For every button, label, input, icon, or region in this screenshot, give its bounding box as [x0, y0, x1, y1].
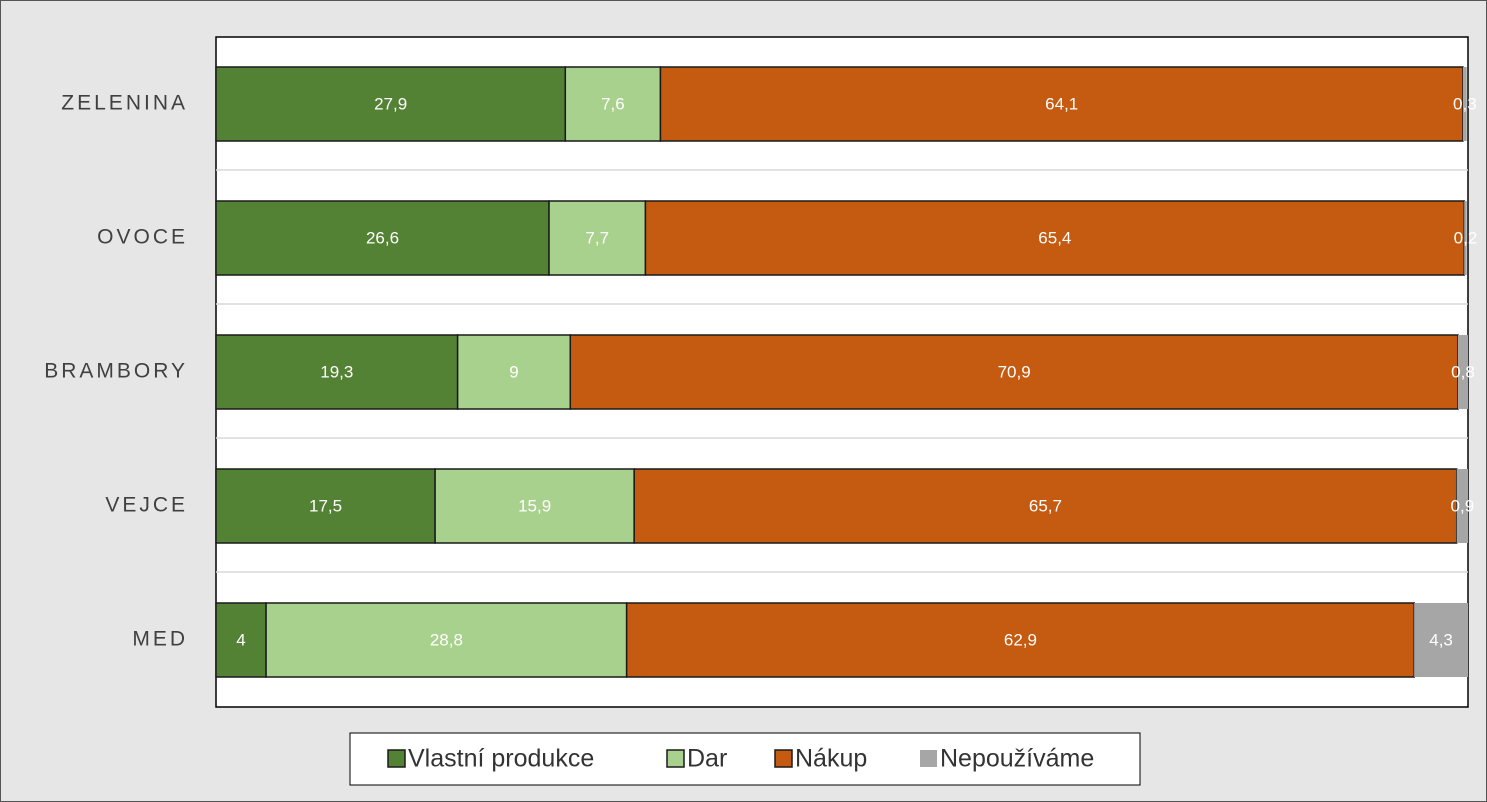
- category-label: ZELENINA: [61, 92, 188, 115]
- data-label: 65,4: [1038, 228, 1071, 247]
- category-label: VEJCE: [105, 494, 188, 517]
- data-label: 0,3: [1453, 94, 1477, 113]
- data-label: 62,9: [1004, 630, 1037, 649]
- data-label: 19,3: [320, 362, 353, 381]
- bar-segment: [1456, 469, 1468, 543]
- data-label: 65,7: [1029, 496, 1062, 515]
- bar-segment: [1464, 201, 1467, 275]
- category-label: BRAMBORY: [44, 360, 188, 383]
- data-label: 4,3: [1429, 630, 1453, 649]
- legend-label: Dar: [687, 745, 727, 773]
- bar-segment: [644, 200, 1465, 276]
- bar-segment: [215, 334, 459, 410]
- legend-swatch: [774, 749, 793, 768]
- data-label: 4: [236, 630, 245, 649]
- bar-segment: [564, 66, 662, 142]
- bar-segment: [215, 468, 436, 544]
- legend-box: [349, 732, 1141, 786]
- bar-segment: [215, 66, 567, 142]
- data-label: 27,9: [374, 94, 407, 113]
- band-separators: [216, 169, 1468, 573]
- data-label: 17,5: [309, 496, 342, 515]
- data-label: 26,6: [366, 228, 399, 247]
- data-label: 9: [509, 362, 518, 381]
- legend-label: Vlastní produkce: [408, 745, 594, 773]
- legend-swatch: [387, 749, 406, 768]
- data-label: 0,8: [1451, 362, 1475, 381]
- bar-segment: [1457, 335, 1468, 409]
- bar-segment: [215, 200, 550, 276]
- legend-label: Nákup: [795, 745, 867, 773]
- bar-segment: [569, 334, 1459, 410]
- data-label: 0,2: [1454, 228, 1478, 247]
- bar-segment: [456, 334, 572, 410]
- bar-segment: [659, 66, 1464, 142]
- category-label: MED: [132, 628, 188, 651]
- data-label: 28,8: [430, 630, 463, 649]
- data-label: 7,6: [601, 94, 625, 113]
- data-label: 15,9: [518, 496, 551, 515]
- data-label: 64,1: [1045, 94, 1078, 113]
- data-label: 7,7: [585, 228, 609, 247]
- bar-segment: [215, 602, 267, 678]
- bar-segment: [548, 200, 647, 276]
- legend-swatch: [666, 749, 685, 768]
- bar-segment: [1414, 603, 1468, 677]
- data-label: 70,9: [998, 362, 1031, 381]
- data-label: 0,9: [1451, 496, 1475, 515]
- bar-segment: [625, 602, 1415, 678]
- legend-swatch: [920, 750, 937, 767]
- bar-segment: [633, 468, 1458, 544]
- legend-label: Nepoužíváme: [940, 745, 1094, 773]
- bar-segment: [1462, 67, 1467, 141]
- category-label: OVOCE: [97, 226, 188, 249]
- bar-segment: [265, 602, 628, 678]
